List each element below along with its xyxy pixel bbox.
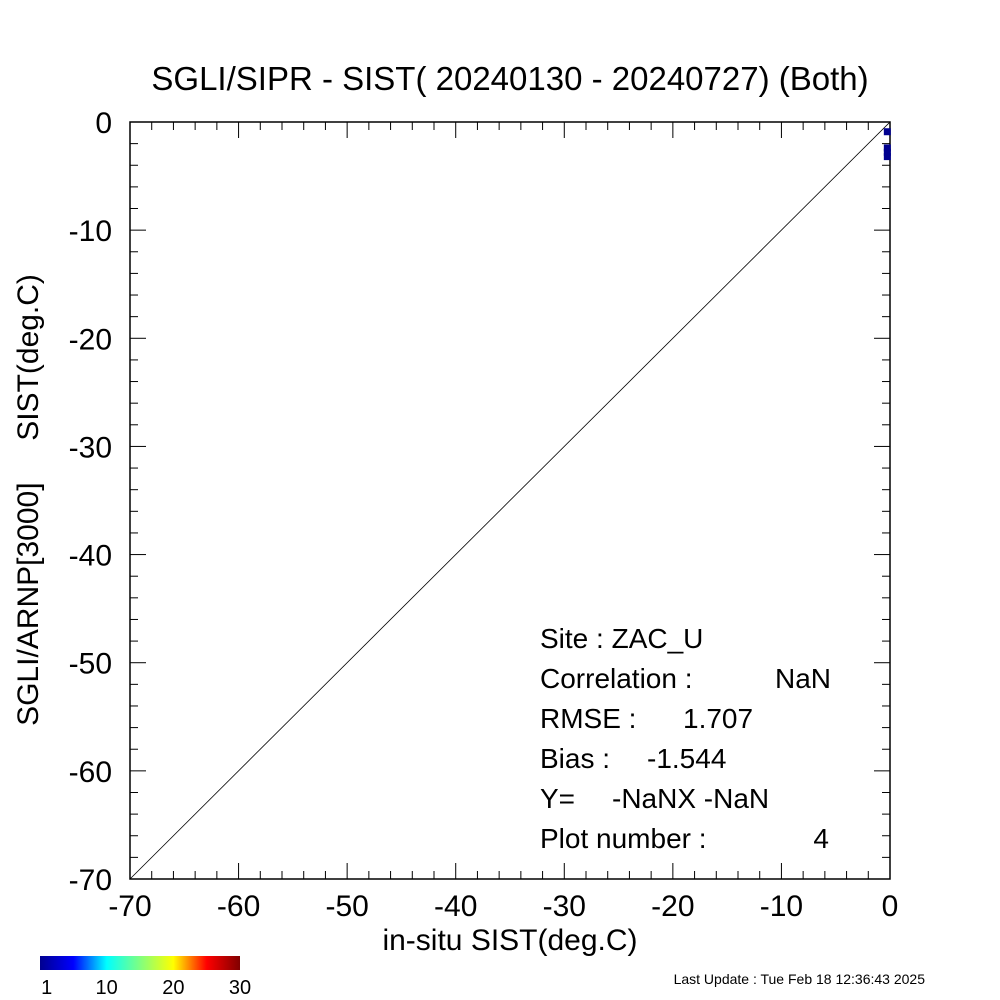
colorbar [40,956,240,970]
one-to-one-line [129,121,891,880]
x-axis-label: in-situ SIST(deg.C) [382,924,637,957]
data-point [883,144,891,152]
colorbar-tick-labels: 1 10 20 30 [41,977,251,999]
y-tick-label: -10 [69,215,112,248]
colorbar-tick-label: 1 [41,977,52,999]
y-axis-label: SGLI/ARNP[3000] SIST(deg.C) [12,274,45,726]
data-point [883,148,891,156]
last-update-footer: Last Update : Tue Feb 18 12:36:43 2025 [674,971,926,987]
y-tick-label: -40 [69,540,112,573]
y-tick-label: -30 [69,431,112,464]
y-tick-label: -50 [69,648,112,681]
y-tick-label: -70 [69,864,112,897]
colorbar-tick-label: 10 [96,977,118,999]
stat-label: Site : ZAC_U [540,623,703,654]
stat-value: 1.707 [683,703,753,734]
colorbar-tick-label: 20 [162,977,184,999]
colorbar-tick-label: 30 [229,977,251,999]
data-point [883,128,891,136]
plot-area [129,121,891,880]
stat-value: -1.544 [647,743,726,774]
stat-label: Y= [540,783,575,814]
y-tick-label: 0 [95,107,112,140]
x-tick-label: -10 [760,890,803,923]
x-tick-label: -50 [325,890,368,923]
stat-label: Bias : [540,743,610,774]
chart-title: SGLI/SIPR - SIST( 20240130 - 20240727) (… [151,60,868,97]
stat-label: Correlation : [540,663,693,694]
x-tick-label: -60 [217,890,260,923]
x-tick-label: -40 [434,890,477,923]
y-tick-labels: 0 -10 -20 -30 -40 -50 -60 -70 [69,107,112,897]
data-point [883,153,891,161]
x-tick-labels: -70 -60 -50 -40 -30 -20 -10 0 [108,890,898,923]
stat-value: NaN [775,663,831,694]
y-tick-label: -20 [69,323,112,356]
stats-box: Site : ZAC_U Correlation : NaN RMSE : 1.707 B… [540,623,831,854]
stat-label: Plot number : [540,823,707,854]
x-tick-label: -20 [651,890,694,923]
stat-label: RMSE : [540,703,636,734]
x-tick-label: -30 [543,890,586,923]
data-points [883,128,891,161]
y-tick-label: -60 [69,756,112,789]
axis-ticks [129,121,891,880]
x-tick-label: -70 [108,890,151,923]
x-tick-label: 0 [882,890,899,923]
stat-value: 4 [813,823,829,854]
stat-value: -NaNX -NaN [612,783,769,814]
